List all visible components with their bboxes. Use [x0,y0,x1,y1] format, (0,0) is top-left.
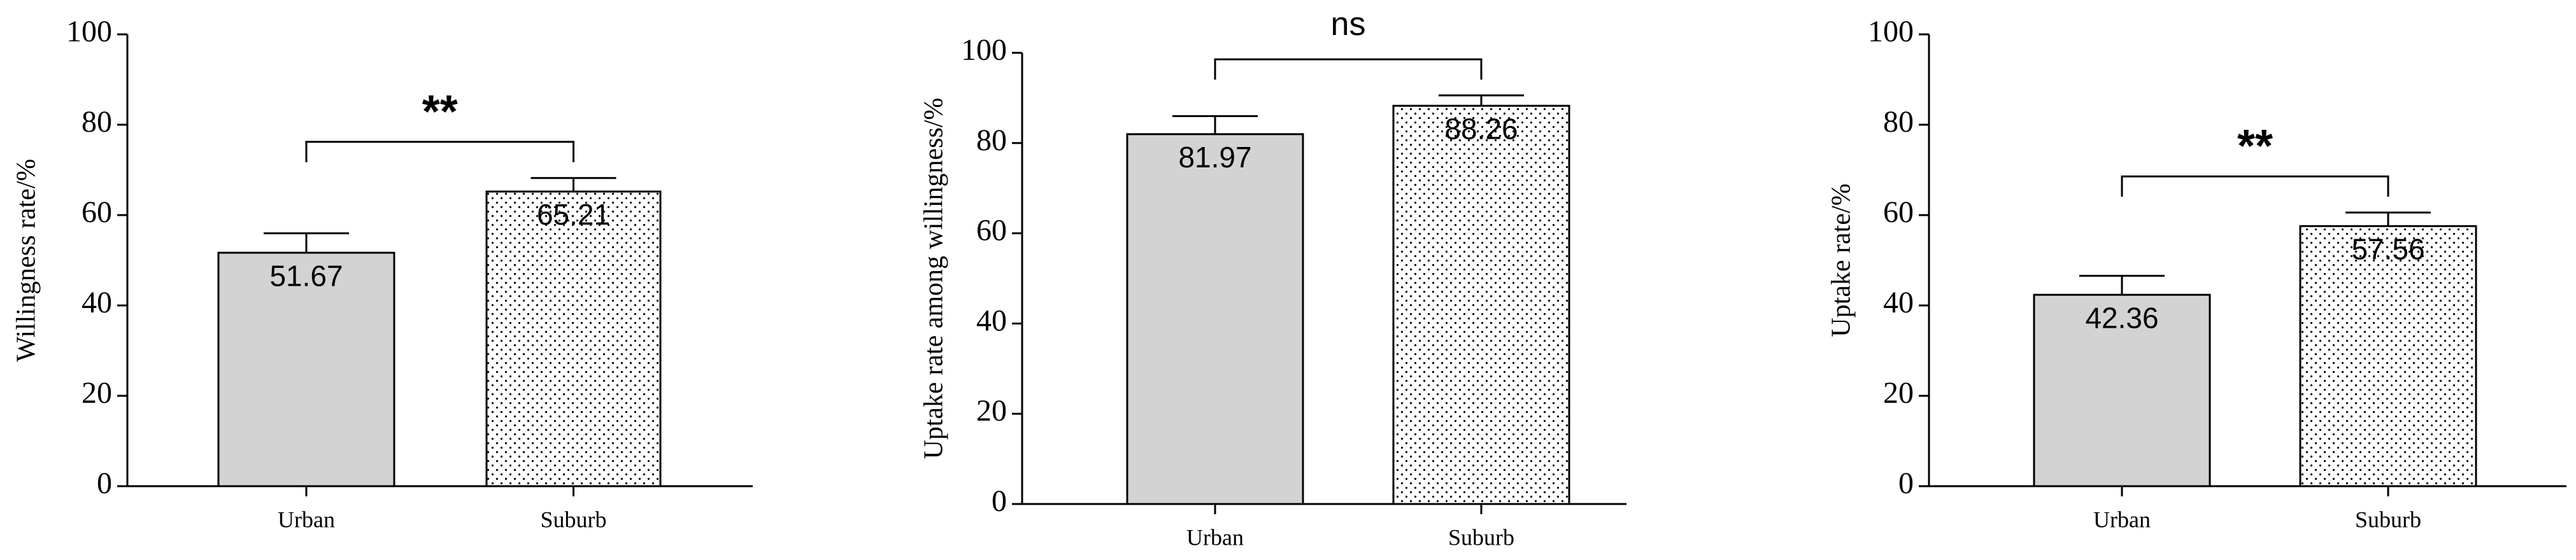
y-tick-label: 20 [1883,376,1914,410]
y-tick-label: 100 [961,33,1007,67]
y-tick-label: 40 [1883,286,1914,319]
significance-label: ns [1331,6,1366,43]
y-tick-label: 80 [1883,105,1914,139]
y-tick-label: 40 [976,304,1007,337]
bar [1126,133,1304,505]
value-label: 88.26 [1444,112,1518,145]
y-tick-label: 100 [1868,15,1914,48]
bar [2299,225,2477,487]
value-label: 51.67 [269,259,343,292]
value-label: 65.21 [537,198,610,231]
x-tick-label: Suburb [540,507,606,532]
value-label: 81.97 [1178,141,1251,174]
x-tick-label: Suburb [1448,524,1514,550]
x-tick-label: Urban [278,507,335,532]
y-tick-label: 40 [82,286,112,319]
bar [2033,293,2211,487]
y-axis-label: Willingness rate/% [12,158,41,361]
y-tick-label: 100 [66,15,112,48]
x-tick-label: Urban [2093,507,2151,532]
significance-bracket [1214,58,1483,80]
significance-bracket [305,141,574,162]
y-tick-label: 80 [976,123,1007,157]
x-tick-label: Suburb [2355,507,2421,532]
value-label: 57.56 [2351,232,2424,265]
value-label: 42.36 [2085,301,2158,334]
bar [217,251,395,487]
y-tick-label: 60 [82,195,112,229]
y-tick-label: 20 [82,376,112,410]
y-tick-label: 20 [976,394,1007,428]
y-tick-label: 60 [976,214,1007,248]
significance-bracket [2121,175,2389,197]
y-axis-label: Uptake rate/% [1827,183,1856,337]
y-tick-label: 0 [1898,466,1914,500]
bar [485,190,662,487]
y-tick-label: 80 [82,105,112,139]
x-tick-label: Urban [1186,524,1244,550]
y-tick-label: 0 [97,466,112,500]
y-tick-label: 60 [1883,195,1914,229]
bar [1392,104,1570,505]
y-tick-label: 0 [992,484,1007,518]
significance-label: ** [422,87,458,137]
significance-label: ** [2237,121,2273,172]
y-axis-label: Uptake rate among willingness/% [920,97,949,459]
